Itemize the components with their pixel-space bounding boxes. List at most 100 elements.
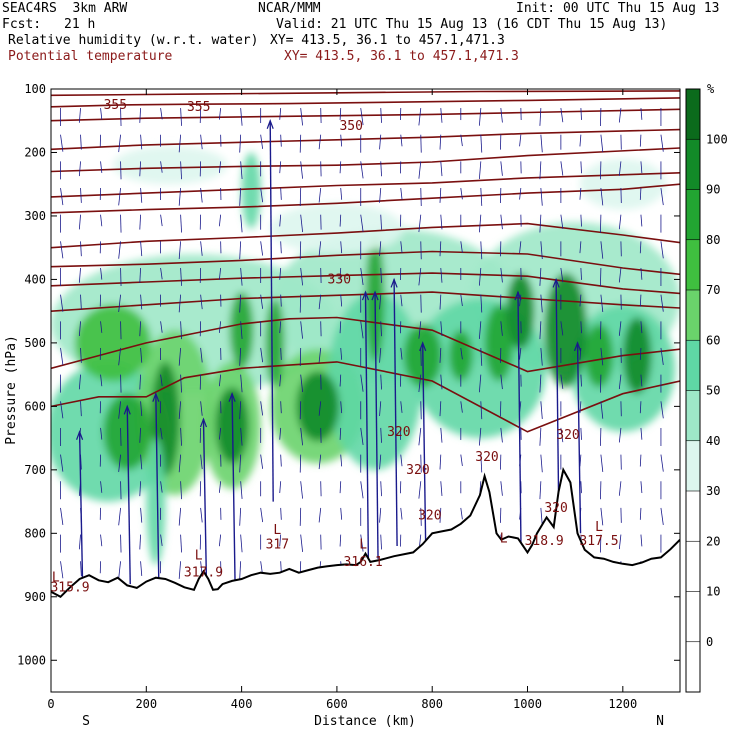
wind-arrow <box>540 294 543 313</box>
wind-arrow <box>539 161 542 180</box>
wind-arrow <box>260 401 264 416</box>
low-marker: L <box>500 531 508 546</box>
wind-arrow <box>400 347 403 360</box>
wind-arrow <box>218 427 222 440</box>
y-axis-label: Pressure (hPa) <box>4 335 19 445</box>
wind-arrow <box>360 321 364 339</box>
wind-arrow <box>300 107 303 126</box>
wind-arrow <box>439 241 442 257</box>
wind-arrow <box>540 134 543 153</box>
wind-arrow <box>618 481 622 496</box>
wind-arrow <box>318 241 322 256</box>
wind-arrow <box>339 321 342 334</box>
wind-arrow <box>300 481 303 499</box>
wind-arrow <box>218 161 222 173</box>
wind-arrow <box>580 267 582 280</box>
wind-arrow <box>380 427 382 443</box>
wind-arrow <box>60 561 64 579</box>
wind-arrow <box>160 267 163 280</box>
colorbar-tick-label: 20 <box>706 534 720 548</box>
contour-label: 355 <box>187 100 210 115</box>
wind-arrow <box>380 108 382 123</box>
wind-arrow <box>480 454 483 473</box>
wind-arrow <box>380 321 382 337</box>
colorbar-tick-label: 50 <box>706 384 720 398</box>
low-marker: L <box>359 538 367 553</box>
wind-arrow <box>580 427 582 440</box>
wind-arrow <box>200 454 203 470</box>
wind-arrow <box>480 347 483 366</box>
wind-arrow <box>339 108 342 120</box>
theta-contour-line <box>51 172 680 198</box>
updraft-arrow-head <box>419 341 427 352</box>
wind-arrow <box>580 374 582 387</box>
humidity-cell <box>448 330 473 381</box>
wind-arrow <box>200 347 203 363</box>
wind-arrow <box>539 108 542 126</box>
wind-arrow <box>560 107 564 123</box>
wind-arrow <box>280 454 282 467</box>
wind-arrow <box>460 401 463 413</box>
wind-arrow <box>418 427 422 446</box>
x-tick-label: 200 <box>135 697 157 711</box>
wind-arrow <box>239 454 242 473</box>
wind-arrow <box>178 401 182 419</box>
wind-arrow <box>160 321 163 333</box>
updraft-arrow <box>393 279 398 547</box>
wind-arrow <box>239 347 242 366</box>
wind-arrow <box>560 214 564 229</box>
wind-arrow <box>200 401 203 416</box>
wind-arrow <box>140 294 143 310</box>
wind-arrow <box>540 401 543 419</box>
colorbar-swatch <box>686 290 700 341</box>
wind-arrow <box>200 187 203 203</box>
wind-arrow <box>318 454 322 470</box>
humidity-cell <box>544 273 588 388</box>
theta-contour-line <box>51 316 680 373</box>
wind-arrow <box>340 187 343 200</box>
theta-contour-line <box>51 250 680 276</box>
contour-label: 320 <box>387 425 410 440</box>
wind-arrow <box>139 481 141 497</box>
wind-arrow <box>379 347 382 363</box>
wind-arrow <box>279 374 282 387</box>
wind-arrow <box>60 347 64 366</box>
wind-arrow <box>440 374 443 390</box>
low-marker-value: 317.9 <box>184 566 223 581</box>
wind-arrow <box>600 294 604 313</box>
contour-labels: 355 355350330320320320320320320L315.9L317… <box>50 98 618 595</box>
wind-arrow <box>178 561 182 579</box>
wind-arrow <box>118 347 121 366</box>
wind-arrow <box>539 214 542 233</box>
wind-arrow <box>140 454 143 470</box>
colorbar-swatch <box>686 189 700 240</box>
wind-arrow <box>478 321 482 339</box>
wind-arrow <box>139 161 141 177</box>
updraft-arrow-head <box>552 277 560 288</box>
wind-arrow <box>240 534 243 553</box>
wind-arrow <box>260 454 264 469</box>
wind-arrow <box>560 321 564 336</box>
wind-arrow <box>239 241 242 260</box>
wind-arrow <box>140 241 143 257</box>
x-axis-label: Distance (km) <box>314 714 416 729</box>
updraft-arrow <box>155 393 160 585</box>
low-marker: L <box>195 549 203 564</box>
humidity-field <box>51 146 680 566</box>
wind-arrow <box>400 294 403 307</box>
updraft-arrow <box>78 431 84 585</box>
wind-arrow <box>439 347 442 363</box>
wind-arrow <box>339 161 342 174</box>
low-marker-value: 317 <box>266 538 289 553</box>
wind-arrow <box>478 108 482 126</box>
wind-arrow <box>80 134 82 150</box>
wind-arrow <box>80 294 82 310</box>
wind-arrow <box>360 534 364 552</box>
humidity-cell <box>296 371 340 442</box>
wind-arrow <box>118 401 121 419</box>
colorbar-tick-label: 40 <box>706 434 720 448</box>
wind-arrow <box>339 214 342 227</box>
wind-arrow <box>380 267 382 283</box>
low-marker-value: 315.9 <box>50 580 89 595</box>
